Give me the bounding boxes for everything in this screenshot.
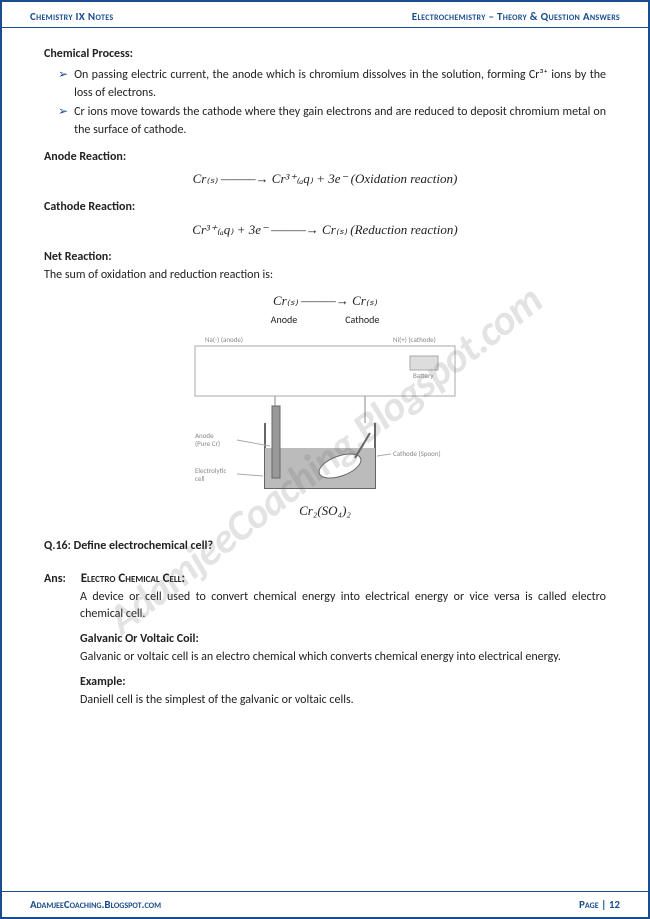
header-right: Electrochemistry – Theory & Question Ans… [412, 10, 620, 23]
svg-text:cell: cell [195, 474, 205, 483]
example-section: Example: Daniell cell is the simplest of… [80, 674, 606, 709]
svg-text:(Pure Cr): (Pure Cr) [195, 439, 220, 448]
anode-equation: Cr₍ₛ₎ ———→ Cr³⁺₍ₐq₎ + 3e⁻ (Oxidation rea… [44, 170, 606, 189]
answer-block: Ans: Electro Chemical Cell: A device or … [44, 570, 606, 709]
cathode-diagram-label: Cathode (Spoon) [393, 449, 441, 458]
answer-title: Electro Chemical Cell: [81, 571, 185, 586]
answer-label: Ans: [44, 571, 78, 588]
footer-left: AdamjeeCoaching.Blogspot.com [30, 898, 161, 911]
electrolytic-cell-diagram: Na(-) (anode) Ni(+) (cathode) Battery An… [155, 328, 495, 508]
question-block: Q.16: Define electrochemical cell? [44, 538, 606, 555]
bullet-marker-icon: ➢ [58, 67, 68, 102]
anode-reaction-title: Anode Reaction: [44, 149, 606, 166]
anode-label: Anode [271, 313, 298, 328]
page-content: Chemical Process: ➢On passing electric c… [2, 28, 648, 725]
bullet-list: ➢On passing electric current, the anode … [58, 67, 606, 139]
battery-right-label: Ni(+) (cathode) [393, 335, 436, 344]
example-text: Daniell cell is the simplest of the galv… [80, 692, 606, 709]
battery-left-label: Na(-) (anode) [205, 335, 243, 344]
question-text: Define electrochemical cell? [74, 539, 213, 553]
net-equation: Cr₍ₛ₎ ———→ Cr₍ₛ₎ [44, 292, 606, 311]
net-reaction-text: The sum of oxidation and reduction react… [44, 267, 606, 284]
galvanic-text: Galvanic or voltaic cell is an electro c… [80, 649, 606, 666]
net-reaction-title: Net Reaction: [44, 249, 606, 266]
battery-label: Battery [413, 371, 434, 380]
page-header: Chemistry IX Notes Electrochemistry – Th… [2, 2, 648, 28]
example-title: Example: [80, 674, 606, 691]
chemical-process-title: Chemical Process: [44, 46, 606, 63]
footer-right: Page | 12 [579, 898, 620, 911]
bullet-item: ➢On passing electric current, the anode … [58, 67, 606, 102]
bullet-item: ➢Cr ions move towards the cathode where … [58, 104, 606, 139]
bullet-marker-icon: ➢ [58, 104, 68, 139]
bullet-text: Cr ions move towards the cathode where t… [74, 104, 606, 139]
document-page: AdamjeeCoaching.Blogspot.com Chemistry I… [0, 0, 650, 919]
cathode-equation: Cr³⁺₍ₐq₎ + 3e⁻ ———→ Cr₍ₛ₎ (Reduction rea… [44, 221, 606, 240]
electrolyte-formula: Cr₂(SO₄)₂ [44, 502, 606, 521]
cathode-reaction-title: Cathode Reaction: [44, 199, 606, 216]
equation-labels: Anode Cathode [44, 313, 606, 328]
galvanic-title: Galvanic Or Voltaic Coil: [80, 631, 606, 648]
bullet-text: On passing electric current, the anode w… [74, 67, 606, 102]
question-number: Q.16: [44, 539, 71, 553]
header-left: Chemistry IX Notes [30, 10, 113, 23]
net-reaction-diagram-block: Cr₍ₛ₎ ———→ Cr₍ₛ₎ Anode Cathode Na(-) (an… [44, 292, 606, 520]
answer-definition: A device or cell used to convert chemica… [80, 589, 606, 624]
galvanic-section: Galvanic Or Voltaic Coil: Galvanic or vo… [80, 631, 606, 666]
cathode-label: Cathode [345, 313, 379, 328]
page-footer: AdamjeeCoaching.Blogspot.com Page | 12 [2, 891, 648, 917]
